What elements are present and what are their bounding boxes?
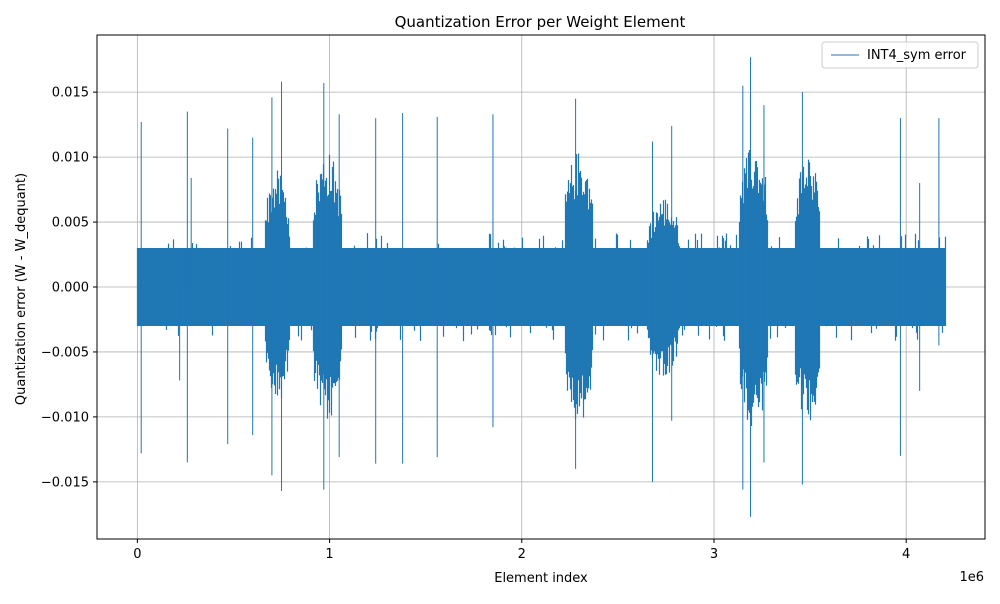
y-tick-label: −0.005	[41, 345, 89, 360]
legend-entry-label: INT4_sym error	[867, 48, 967, 63]
y-tick-label: −0.015	[41, 475, 89, 490]
legend: INT4_sym error	[821, 41, 979, 69]
x-tick-label: 4	[902, 547, 910, 562]
x-tick-label: 3	[710, 547, 718, 562]
y-tick-label: −0.010	[41, 410, 89, 425]
x-axis-offset-label: 1e6	[959, 570, 984, 585]
y-axis-label: Quantization error (W - W_dequant)	[14, 173, 29, 405]
y-tick-label: 0.000	[52, 281, 89, 296]
series-trace	[136, 150, 947, 426]
chart-title: Quantization Error per Weight Element	[395, 13, 686, 31]
x-tick-label: 0	[133, 547, 141, 562]
y-tick-label: 0.015	[52, 86, 89, 101]
x-tick-label: 1	[325, 547, 333, 562]
y-tick-label: 0.010	[52, 151, 89, 166]
legend-box	[821, 41, 979, 69]
y-tick-label: 0.005	[52, 216, 89, 231]
x-axis-label: Element index	[494, 571, 588, 586]
x-tick-label: 2	[518, 547, 526, 562]
y-axis-ticks: −0.015 −0.010 −0.005 0.000 0.005 0.010 0.015	[41, 86, 97, 490]
series-layer	[136, 57, 947, 517]
x-axis-ticks: 0 1 2 3 4	[133, 539, 910, 562]
